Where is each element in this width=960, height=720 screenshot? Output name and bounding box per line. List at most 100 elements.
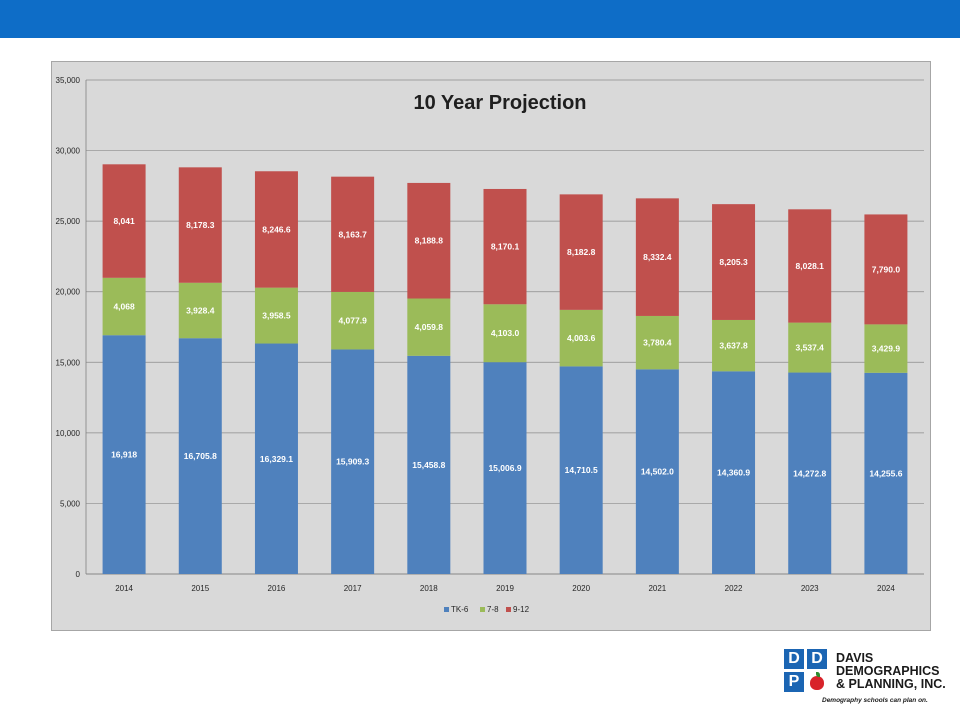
data-label: 16,918 (111, 450, 137, 460)
logo-company-name: DAVIS DEMOGRAPHICS & PLANNING, INC. (836, 652, 956, 691)
data-label: 7,790.0 (872, 264, 901, 274)
data-label: 14,360.9 (717, 468, 750, 478)
data-label: 3,958.5 (262, 311, 291, 321)
data-label: 14,255.6 (869, 468, 902, 478)
legend-swatch (480, 607, 485, 612)
bar-segment (407, 182, 451, 299)
chart-title: 10 Year Projection (413, 92, 586, 114)
bar-segment (178, 167, 222, 283)
legend-entry: 9-12 (513, 605, 530, 614)
data-label: 15,006.9 (488, 463, 521, 473)
data-labels: 16,918 4,068 8,041 16,705.8 3,928.4 8,178.3 16… (111, 216, 903, 478)
data-label: 15,458.8 (412, 460, 445, 470)
data-label: 14,710.5 (565, 465, 598, 475)
data-label: 8,332.4 (643, 252, 672, 262)
x-tick-label: 2021 (648, 584, 666, 593)
logo-tagline: Demography schools can plan on. (822, 697, 928, 704)
y-tick-label: 15,000 (56, 358, 81, 367)
data-label: 8,170.1 (491, 242, 520, 252)
bar-segment (788, 322, 832, 373)
logo-name-line: & PLANNING, INC. (836, 677, 946, 691)
bar-segment (559, 309, 603, 367)
x-tick-label: 2019 (496, 584, 514, 593)
data-label: 8,246.6 (262, 224, 291, 234)
data-label: 3,429.9 (872, 344, 901, 354)
y-tick-label: 25,000 (56, 217, 81, 226)
bar-segment (178, 282, 222, 339)
logo-tile-p: P (784, 672, 804, 692)
bar-segment (331, 176, 375, 292)
legend: TK-6 7-8 9-12 (444, 605, 530, 614)
data-label: 4,003.6 (567, 333, 596, 343)
apple-leaf (816, 672, 820, 677)
legend-entry: 7-8 (487, 605, 499, 614)
bars (102, 164, 908, 574)
logo-tile-d: D (784, 649, 804, 669)
x-tick-label: 2022 (725, 584, 743, 593)
x-tick-label: 2017 (344, 584, 362, 593)
bar-segment (331, 349, 375, 574)
bar-segment (254, 343, 298, 574)
data-label: 3,537.4 (796, 343, 825, 353)
x-tick-label: 2015 (191, 584, 209, 593)
data-label: 8,205.3 (719, 257, 748, 267)
x-tick-label: 2016 (268, 584, 286, 593)
bar-segment (254, 287, 298, 344)
x-tick-label: 2023 (801, 584, 819, 593)
logo-name-line: DEMOGRAPHICS (836, 664, 940, 678)
legend-swatch (444, 607, 449, 612)
bar-segment (483, 188, 527, 305)
bar-segment (407, 298, 451, 356)
y-tick-label: 0 (76, 570, 81, 579)
bar-segment (712, 204, 756, 320)
bar-segment (407, 355, 451, 574)
bar-segment (102, 335, 146, 574)
data-label: 8,182.8 (567, 247, 596, 257)
bar-segment (864, 214, 908, 325)
y-tick-label: 35,000 (56, 76, 81, 85)
data-label: 14,502.0 (641, 467, 674, 477)
bar-segment (712, 319, 756, 372)
logo-tiles: D D P (784, 649, 828, 695)
data-label: 4,077.9 (338, 316, 367, 326)
bar-segment (178, 338, 222, 574)
bar-segment (331, 291, 375, 350)
data-label: 14,272.8 (793, 468, 826, 478)
data-label: 16,329.1 (260, 454, 293, 464)
data-label: 4,103.0 (491, 328, 520, 338)
x-tick-label: 2024 (877, 584, 895, 593)
data-label: 8,163.7 (338, 229, 367, 239)
bar-segment (254, 171, 298, 288)
bar-segment (635, 369, 679, 574)
data-label: 16,705.8 (184, 451, 217, 461)
bar-segment (483, 362, 527, 574)
bar-segment (635, 198, 679, 316)
logo-name-line: DAVIS (836, 651, 874, 665)
bar-segment (559, 194, 603, 310)
bar-segment (788, 209, 832, 323)
legend-entry: TK-6 (451, 605, 469, 614)
bar-segment (102, 277, 146, 336)
y-tick-label: 20,000 (56, 288, 81, 297)
apple-icon (807, 672, 827, 692)
data-label: 8,178.3 (186, 220, 215, 230)
axes: 0 5,000 10,000 15,000 20,000 25,000 30,000 35,0… (56, 76, 924, 593)
x-tick-label: 2018 (420, 584, 438, 593)
y-tick-label: 30,000 (56, 147, 81, 156)
data-label: 3,637.8 (719, 341, 748, 351)
data-label: 8,028.1 (796, 261, 825, 271)
data-label: 3,928.4 (186, 305, 215, 315)
logo-tile-d: D (807, 649, 827, 669)
x-tick-label: 2014 (115, 584, 133, 593)
bar-segment (102, 164, 146, 278)
bar-segment (788, 372, 832, 574)
header-band (0, 0, 960, 38)
bar-segment (635, 315, 679, 370)
y-tick-label: 10,000 (56, 429, 81, 438)
company-logo: D D P DAVIS DEMOGRAPHICS & PLANNING, INC… (784, 649, 954, 711)
data-label: 15,909.3 (336, 457, 369, 467)
apple-body (810, 676, 824, 690)
bar-segment (864, 324, 908, 373)
data-label: 3,780.4 (643, 338, 672, 348)
bar-segment (483, 304, 527, 363)
